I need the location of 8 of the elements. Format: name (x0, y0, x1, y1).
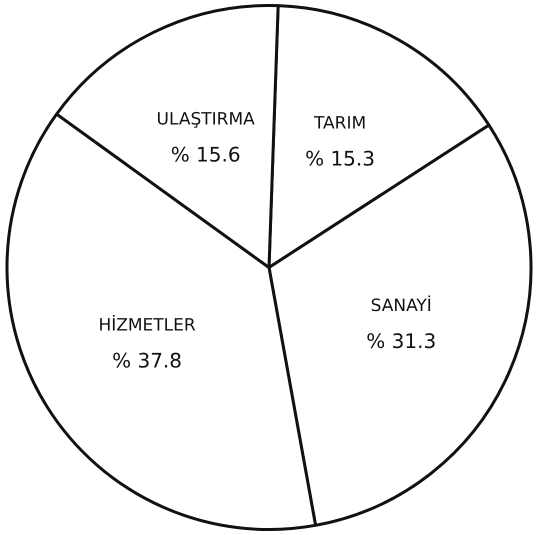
data-label: % 15.3 (305, 146, 375, 170)
data-label: % 31.3 (366, 328, 436, 353)
slice-label: SANAYİ (370, 295, 432, 316)
data-label: % 37.8 (112, 348, 182, 372)
slice-label: ULAŞTIRMA (156, 109, 256, 130)
slice-label: HİZMETLER (98, 314, 196, 336)
data-label: % 15.6 (170, 142, 241, 166)
slice-label: TARIM (312, 114, 366, 134)
